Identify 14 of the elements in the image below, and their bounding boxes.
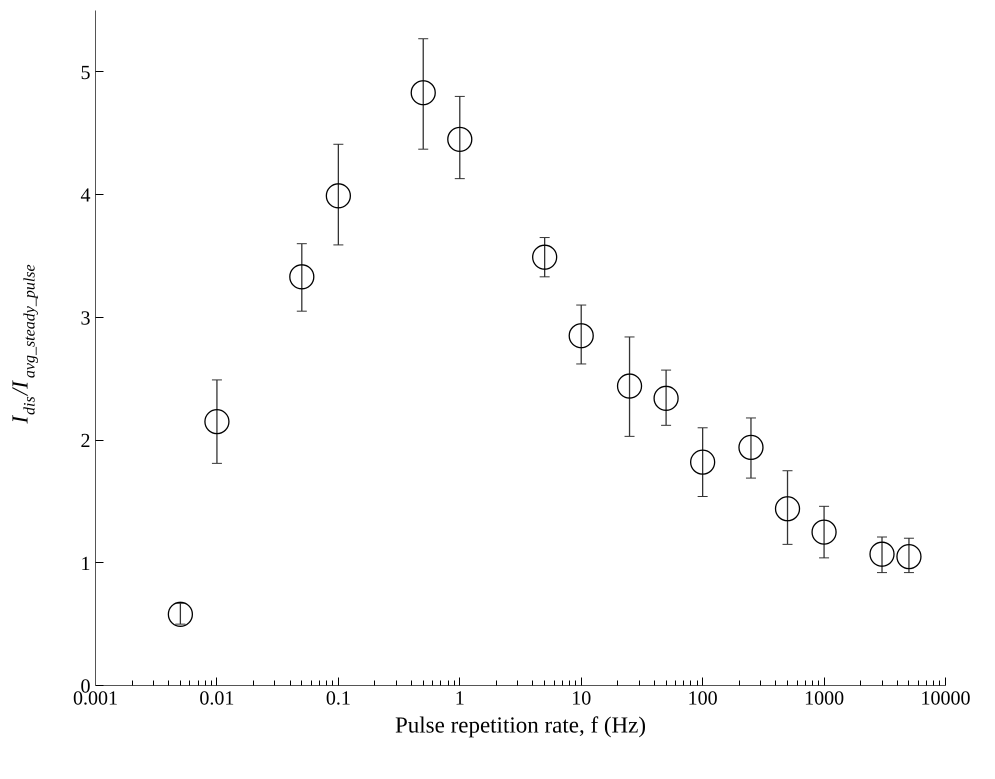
x-tick-label: 0.01 xyxy=(199,688,234,710)
x-tick-label: 1 xyxy=(454,688,465,710)
y-axis-title: Idis/Iavg_steady_pulse xyxy=(8,264,38,424)
x-tick-label: 10000 xyxy=(920,688,970,710)
x-tick-label: 100 xyxy=(688,688,718,710)
y-tick-label: 3 xyxy=(80,307,90,330)
x-axis-title: Pulse repetition rate, f (Hz) xyxy=(395,712,646,738)
x-tick-label: 1000 xyxy=(804,688,844,710)
x-tick-label: 10 xyxy=(571,688,592,710)
x-tick-label: 0.1 xyxy=(326,688,351,710)
y-tick-label: 4 xyxy=(80,184,90,207)
y-tick-label: 2 xyxy=(80,430,90,452)
y-tick-label: 1 xyxy=(80,552,90,575)
y-tick-label: 5 xyxy=(80,62,90,84)
